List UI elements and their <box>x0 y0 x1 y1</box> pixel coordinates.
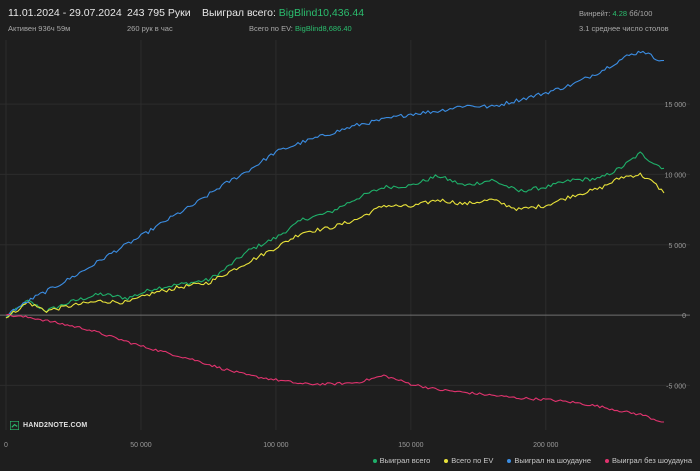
active-time: Активен 936ч 59м <box>8 24 71 33</box>
x-tick-label: 200 000 <box>533 442 558 449</box>
legend: Выиграл всего Всего по EV Выиграл на шоуда… <box>372 456 692 465</box>
legend-item-3[interactable]: Выиграл без шоудауна <box>605 456 692 465</box>
series-line-3 <box>5 313 664 423</box>
winrate-value: 4.28 <box>612 9 628 18</box>
brand-logo: HAND2NOTE.COM <box>10 421 87 430</box>
series-line-1 <box>5 172 665 319</box>
legend-label: Выиграл на шоудауне <box>514 456 591 465</box>
logo-icon <box>10 421 19 430</box>
y-tick-label: 5 000 <box>668 243 686 250</box>
legend-item-0[interactable]: Выиграл всего <box>372 456 431 465</box>
x-tick-label: 0 <box>4 442 8 449</box>
x-tick-label: 50 000 <box>130 442 152 449</box>
won-total: Выиграл всего: BigBlind10,436.44 <box>202 7 364 19</box>
series-lines <box>5 50 665 423</box>
y-tick-label: 10 000 <box>665 172 687 179</box>
winrate-suffix: бб/100 <box>629 9 653 18</box>
grid <box>0 40 690 430</box>
hands-per-hour: 260 рук в час <box>127 24 173 33</box>
date-range: 11.01.2024 - 29.07.2024 <box>8 7 122 19</box>
winrate: Винрейт: 4.28 бб/100 <box>579 9 652 18</box>
hands-count: 243 795 Руки <box>127 7 191 19</box>
ev-total-value: BigBlind8,686.40 <box>294 24 352 33</box>
legend-label: Выиграл всего <box>379 456 431 465</box>
legend-dot <box>444 458 449 463</box>
brand-text: HAND2NOTE.COM <box>23 422 88 429</box>
legend-dot <box>372 458 377 463</box>
legend-label: Всего по EV <box>451 456 494 465</box>
x-tick-label: 150 000 <box>398 442 423 449</box>
series-line-2 <box>6 50 665 316</box>
y-tick-label: -5 000 <box>666 383 686 390</box>
legend-item-2[interactable]: Выиграл на шоудауне <box>507 456 591 465</box>
avg-tables: 3.1 среднее число столов <box>579 24 669 33</box>
y-tick-label: 15 000 <box>665 102 687 109</box>
tick-labels: 0 50 000 100 000 150 000 200 000 -5 000 0 5 000… <box>4 102 686 449</box>
x-tick-label: 100 000 <box>263 442 288 449</box>
legend-dot <box>605 458 609 463</box>
legend-dot <box>507 458 512 463</box>
stats-header: 11.01.2024 - 29.07.2024 Активен 936ч 59м… <box>0 0 700 38</box>
ev-total-label: Всего по EV: <box>249 24 293 33</box>
legend-item-1[interactable]: Всего по EV <box>444 456 493 465</box>
series-line-0 <box>5 151 665 319</box>
won-total-label: Выиграл всего: <box>202 7 276 19</box>
legend-label: Выиграл без шоудауна <box>612 456 692 465</box>
y-tick-label: 0 <box>682 313 686 320</box>
won-total-value: BigBlind10,436.44 <box>278 7 365 19</box>
ev-total: Всего по EV: BigBlind8,686.40 <box>249 24 352 33</box>
graph-chart: 0 50 000 100 000 150 000 200 000 -5 000 0 5 000… <box>0 40 690 449</box>
winrate-label: Винрейт: <box>579 9 611 18</box>
